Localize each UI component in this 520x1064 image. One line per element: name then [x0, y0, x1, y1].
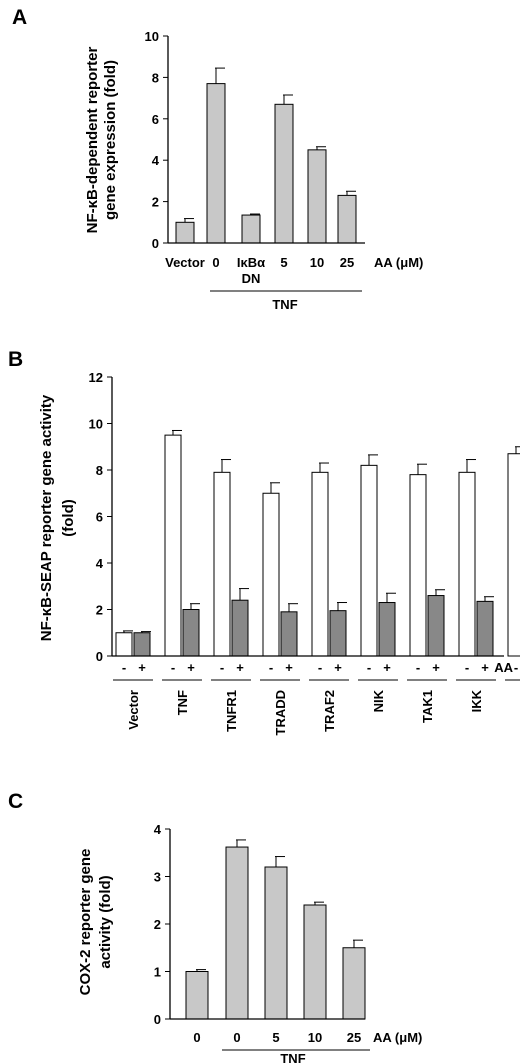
- y-axis-label: gene expression (fold): [102, 60, 119, 220]
- y-axis-label: COX-2 reporter gene: [77, 849, 94, 996]
- x-category-label: 25: [347, 1030, 361, 1045]
- bar-plus-aa: [427, 595, 445, 657]
- minus-label: -: [416, 660, 420, 675]
- x-category-label: TNF: [175, 690, 190, 715]
- panel-label: B: [8, 348, 23, 371]
- y-tick-label: 8: [152, 70, 159, 85]
- y-axis-label: NF-κB-SEAP reporter gene activity: [38, 394, 55, 641]
- bar-plus-aa: [231, 599, 249, 657]
- bar-plus-aa: [280, 611, 298, 657]
- x-category-label: 0: [193, 1030, 200, 1045]
- y-tick-label: 0: [154, 1012, 161, 1027]
- x-category-label: NIK: [371, 689, 386, 712]
- plus-label: +: [432, 660, 440, 675]
- x-category-label: TAK1: [420, 690, 435, 723]
- x-category-label: IκBα: [237, 255, 265, 270]
- tnf-group-label: TNF: [280, 1051, 305, 1064]
- bar: [303, 904, 327, 1020]
- x-category-label: Vector: [126, 690, 141, 730]
- bar-plus-aa: [133, 632, 151, 657]
- y-tick-label: 2: [96, 603, 103, 618]
- bar: [264, 866, 288, 1020]
- x-category-label: TNFR1: [224, 690, 239, 732]
- x-category-label: IKK: [469, 689, 484, 712]
- y-tick-label: 8: [96, 463, 103, 478]
- y-tick-label: 4: [154, 822, 162, 837]
- y-tick-label: 12: [89, 370, 103, 385]
- bar: [206, 83, 226, 244]
- y-tick-label: 6: [152, 112, 159, 127]
- bar-minus-aa: [213, 471, 231, 657]
- x-category-label: TRADD: [273, 690, 288, 736]
- y-tick-label: 0: [152, 236, 159, 251]
- plus-label: +: [334, 660, 342, 675]
- bar: [307, 149, 327, 244]
- minus-label: -: [367, 660, 371, 675]
- bar-minus-aa: [360, 464, 378, 657]
- bar: [185, 971, 209, 1020]
- plus-label: +: [236, 660, 244, 675]
- plus-label: +: [383, 660, 391, 675]
- plus-label: +: [481, 660, 489, 675]
- minus-label: -: [318, 660, 322, 675]
- x-category-label: 5: [272, 1030, 279, 1045]
- minus-label: -: [465, 660, 469, 675]
- bar-minus-aa: [164, 434, 182, 657]
- minus-label: -: [269, 660, 273, 675]
- y-tick-label: 4: [96, 556, 104, 571]
- panel-label: C: [8, 790, 23, 813]
- y-tick-label: 1: [154, 965, 161, 980]
- bar-minus-aa: [458, 471, 476, 657]
- y-tick-label: 2: [152, 195, 159, 210]
- minus-label: -: [220, 660, 224, 675]
- bar-minus-aa: [409, 474, 427, 657]
- bar-minus-aa: [311, 471, 329, 657]
- panel-label: A: [12, 6, 27, 29]
- x-category-label: p65: [518, 690, 520, 712]
- x-category-label: Vector: [165, 255, 205, 270]
- bar: [342, 947, 366, 1020]
- tnf-group-label: TNF: [272, 297, 297, 312]
- bar-plus-aa: [378, 602, 396, 657]
- bar: [225, 846, 249, 1020]
- bar-minus-aa: [507, 453, 520, 657]
- x-category-label: 0: [233, 1030, 240, 1045]
- y-tick-label: 2: [154, 917, 161, 932]
- y-tick-label: 4: [152, 153, 160, 168]
- plus-label: +: [285, 660, 293, 675]
- plus-label: +: [187, 660, 195, 675]
- x-category-label: 0: [212, 255, 219, 270]
- y-tick-label: 0: [96, 649, 103, 664]
- plus-label: +: [138, 660, 146, 675]
- x-category-label: 5: [280, 255, 287, 270]
- bar-plus-aa: [182, 609, 200, 657]
- x-category-label: 10: [308, 1030, 322, 1045]
- minus-label: -: [171, 660, 175, 675]
- y-axis-label: (fold): [60, 499, 77, 536]
- bar-minus-aa: [115, 632, 133, 657]
- bar: [274, 103, 294, 244]
- minus-label: -: [122, 660, 126, 675]
- y-tick-label: 3: [154, 870, 161, 885]
- x-category-label: TRAF2: [322, 690, 337, 732]
- bar: [337, 194, 357, 244]
- minus-label: -: [514, 660, 518, 675]
- bar: [175, 221, 195, 244]
- aa-unit-label: AA (μM): [373, 1030, 422, 1045]
- y-axis-label: activity (fold): [97, 875, 114, 968]
- x-category-label: 25: [340, 255, 354, 270]
- aa-unit-label: AA (μM): [374, 255, 423, 270]
- bar-minus-aa: [262, 492, 280, 657]
- y-tick-label: 6: [96, 510, 103, 525]
- aa-label: AA: [494, 660, 513, 675]
- x-category-sublabel: DN: [242, 271, 261, 286]
- bar-plus-aa: [329, 610, 347, 657]
- y-tick-label: 10: [89, 417, 103, 432]
- bar-plus-aa: [476, 600, 494, 657]
- y-axis-label: NF-κB-dependent reporter: [84, 46, 101, 233]
- y-tick-label: 10: [145, 29, 159, 44]
- x-category-label: 10: [310, 255, 324, 270]
- bar: [241, 214, 261, 244]
